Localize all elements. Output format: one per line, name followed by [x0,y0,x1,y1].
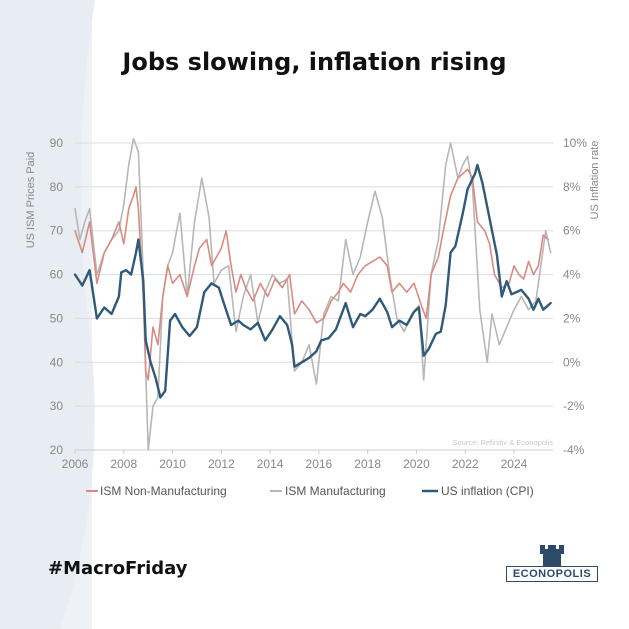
y-tick-label-left: 50 [50,311,64,325]
x-tick-label: 2018 [354,457,381,471]
source-note: Source: Refinitiv & Econopolis [453,438,554,447]
series-ism-manufacturing [74,137,552,451]
series-lines [73,137,552,451]
x-ticks: 2006 2008 2010 2012 2014 2016 2018 2020 2022 2024 [62,457,528,471]
x-tick-label: 2022 [452,457,479,471]
background-curve [0,0,95,629]
x-tick-label: 2006 [62,457,89,471]
y-tick-label-right: 2% [563,311,581,325]
y-tick-label-right: 0% [563,355,581,369]
x-tick-label: 2014 [257,457,284,471]
y-tick-label-left: 20 [50,443,64,457]
hashtag: #MacroFriday [48,558,188,579]
castle-tower-icon [540,545,564,567]
y-tick-label-right: -4% [563,443,585,457]
y-tick-label-left: 80 [50,180,64,194]
y-ticks-right: -4% -2% 0% 2% 4% 6% 8% 10% [563,136,587,457]
y-axis-label-left: US ISM Prices Paid [25,152,37,249]
x-tick-label: 2008 [110,457,137,471]
legend: ISM Non-Manufacturing ISM Manufacturing … [86,484,534,498]
legend-label-ism-services: ISM Non-Manufacturing [100,484,227,498]
y-tick-label-right: -2% [563,399,585,413]
brand-name: ECONOPOLIS [506,566,598,582]
chart-title: Jobs slowing, inflation rising [122,48,507,76]
y-tick-label-left: 30 [50,399,64,413]
legend-label-cpi: US inflation (CPI) [441,484,534,498]
series-us-inflation-cpi [73,163,552,399]
y-tick-label-right: 6% [563,224,581,238]
x-tick-label: 2012 [208,457,235,471]
series-ism-non-manufacturing [74,168,549,381]
y-axis-label-right: US Inflation rate [589,141,601,220]
x-tick-label: 2024 [501,457,528,471]
y-tick-label-right: 8% [563,180,581,194]
x-tick-label: 2016 [306,457,333,471]
y-tick-label-right: 10% [563,136,587,150]
y-tick-label-left: 40 [50,355,64,369]
y-ticks-left: 20 30 40 50 60 70 80 90 [50,136,64,457]
legend-label-ism-manufacturing: ISM Manufacturing [285,484,386,498]
x-tick-label: 2020 [403,457,430,471]
y-tick-label-left: 70 [50,224,64,238]
y-tick-label-left: 60 [50,268,64,282]
x-tick-label: 2010 [159,457,186,471]
econopolis-logo: ECONOPOLIS [506,545,598,585]
y-tick-label-left: 90 [50,136,64,150]
y-tick-label-right: 4% [563,268,581,282]
